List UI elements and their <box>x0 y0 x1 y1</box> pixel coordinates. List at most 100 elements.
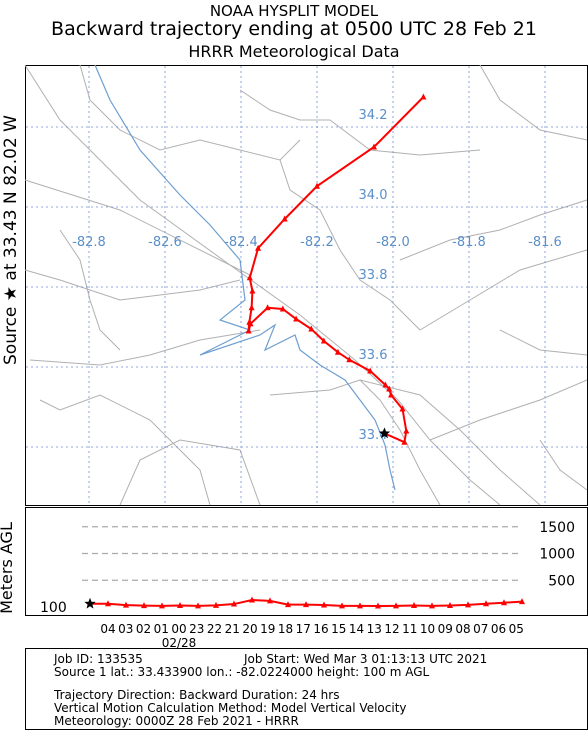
height-point <box>483 600 489 607</box>
height-frame <box>25 507 588 616</box>
height-point <box>321 601 327 608</box>
height-point <box>393 602 399 609</box>
height-point <box>177 602 183 609</box>
lat-tick-label: 34.0 <box>359 188 388 203</box>
trajectory-point <box>401 438 408 445</box>
hour-tick-label: 09 <box>438 622 453 636</box>
map-frame <box>25 65 588 506</box>
trajectory-title: Backward trajectory ending at 0500 UTC 2… <box>51 18 537 40</box>
lat-tick-label: 34.2 <box>359 108 388 123</box>
trajectory-point <box>420 93 427 100</box>
height-point <box>159 602 165 609</box>
trajectory-point <box>386 385 393 392</box>
height-point <box>429 602 435 609</box>
hour-tick-label: 17 <box>296 622 311 636</box>
hour-tick-label: 01 <box>154 622 169 636</box>
height-point <box>105 600 111 607</box>
river-outline <box>94 64 396 491</box>
meteorology-info: Meteorology: 0000Z 28 Feb 2021 - HRRR <box>54 714 299 728</box>
trajectory-line <box>247 96 425 444</box>
model-title: NOAA HYSPLIT MODEL <box>209 2 379 20</box>
source-info: Source 1 lat.: 33.433900 lon.: -82.02240… <box>54 665 430 679</box>
source-height-label: 100 <box>40 600 67 616</box>
height-point <box>465 601 471 608</box>
height-point <box>195 602 201 609</box>
job-id: Job ID: 133535 <box>54 652 143 666</box>
height-point <box>285 601 291 608</box>
hour-tick-label: 07 <box>473 622 488 636</box>
hour-tick-label: 16 <box>313 622 328 636</box>
height-profile: 1500 1000 500 100 04 03 02 01 00 23 22 21 20 19 18 17 16… <box>40 520 575 650</box>
height-tick-label: 1500 <box>539 520 575 536</box>
lon-tick-label: -82.0 <box>376 235 410 250</box>
lon-tick-label: -82.6 <box>148 235 182 250</box>
trajectory-point <box>245 327 252 334</box>
lat-tick-label: 33.8 <box>359 268 388 283</box>
meteorology-title: HRRR Meteorological Data <box>188 42 400 61</box>
trajectory-point <box>248 304 255 311</box>
hour-tick-label: 14 <box>349 622 364 636</box>
trajectory-point <box>255 244 262 251</box>
height-point <box>375 602 381 609</box>
hour-tick-label: 12 <box>384 622 399 636</box>
hour-tick-label: 15 <box>331 622 346 636</box>
lat-tick-label: 33.6 <box>359 348 388 363</box>
hour-tick-label: 00 <box>171 622 186 636</box>
height-point <box>249 596 255 603</box>
trajectory-direction: Trajectory Direction: Backward Duration:… <box>54 688 340 702</box>
lat-lon-grid: -82.8-82.6-82.4-82.2-82.0-81.8-81.6-81.4… <box>26 66 587 505</box>
trajectory-point <box>346 356 353 363</box>
vertical-motion: Vertical Motion Calculation Method: Mode… <box>54 701 407 715</box>
trajectory-point <box>246 318 253 325</box>
date-label: 02/28 <box>162 636 197 650</box>
trajectory-point <box>279 305 286 312</box>
height-point <box>447 602 453 609</box>
height-point <box>411 602 417 609</box>
hour-tick-label: 03 <box>118 622 133 636</box>
height-tick-label: 1000 <box>539 547 575 563</box>
trajectory-point <box>382 381 389 388</box>
height-point <box>519 598 525 605</box>
trajectory-point <box>308 325 315 332</box>
source-star <box>378 427 391 439</box>
height-point <box>213 601 219 608</box>
lon-tick-label: -81.6 <box>528 235 562 250</box>
hour-tick-label: 11 <box>402 622 417 636</box>
hour-tick-label: 23 <box>189 622 204 636</box>
height-point <box>123 601 129 608</box>
hour-tick-label: 19 <box>260 622 275 636</box>
hour-tick-label: 08 <box>455 622 470 636</box>
trajectory-point <box>371 143 377 150</box>
hour-tick-label: 10 <box>420 622 435 636</box>
trajectory-point <box>320 337 327 344</box>
lon-tick-label: -81.8 <box>452 235 486 250</box>
lon-tick-label: -82.2 <box>300 235 334 250</box>
trajectory-point <box>367 367 374 374</box>
map-background <box>24 64 588 506</box>
trajectory-point <box>249 287 256 294</box>
height-tick-label: 500 <box>548 573 575 589</box>
hour-tick-label: 02 <box>136 622 151 636</box>
hour-tick-label: 04 <box>100 622 115 636</box>
hour-tick-label: 13 <box>367 622 382 636</box>
height-point <box>231 600 237 607</box>
trajectory-point <box>246 274 253 281</box>
height-source-star <box>84 597 96 609</box>
hour-tick-label: 21 <box>225 622 240 636</box>
hour-tick-label: 06 <box>491 622 506 636</box>
trajectory-point <box>334 348 341 355</box>
lon-tick-label: -82.8 <box>72 235 106 250</box>
height-point <box>303 601 309 608</box>
trajectory-path <box>245 93 427 445</box>
lon-tick-label: -82.4 <box>224 235 258 250</box>
trajectory-point <box>388 391 395 398</box>
height-point <box>357 602 363 609</box>
height-point <box>267 597 273 604</box>
hour-tick-label: 22 <box>207 622 222 636</box>
trajectory-point <box>399 405 406 412</box>
trajectory-point <box>293 315 300 322</box>
height-point <box>339 602 345 609</box>
hour-tick-label: 20 <box>242 622 257 636</box>
height-point <box>501 599 507 606</box>
